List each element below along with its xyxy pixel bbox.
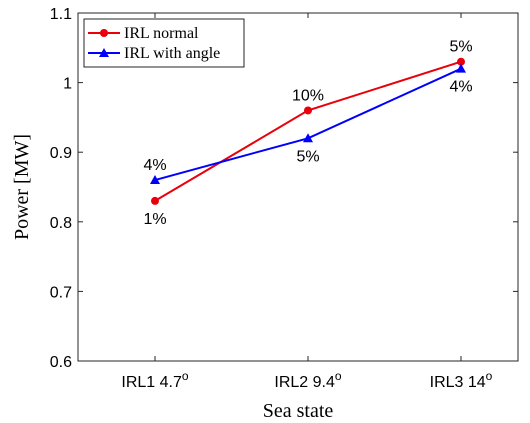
- x-tick-label-text: IRL2 9.4: [274, 374, 335, 391]
- y-tick-label: 0.6: [50, 354, 72, 371]
- legend-box: [83, 18, 245, 68]
- data-labels: 1% 10% 5% 4% 5% 4%: [143, 39, 472, 228]
- legend: IRL normal IRL with angle: [83, 18, 245, 68]
- x-axis-title: Sea state: [263, 400, 334, 422]
- data-label-irl-normal: 5%: [449, 39, 472, 56]
- legend-label-irl-normal: IRL normal: [124, 25, 199, 42]
- x-tick-label: IRL1 4.7o: [121, 369, 188, 391]
- y-tick-label: 0.9: [50, 145, 72, 162]
- x-tick-label-degree: o: [335, 369, 342, 383]
- legend-label-irl-with-angle: IRL with angle: [124, 45, 220, 62]
- legend-marker-irl-normal: [100, 29, 108, 37]
- y-axis: 0.6 0.7 0.8 0.9 1 1.1: [50, 6, 518, 371]
- x-tick-label: IRL2 9.4o: [274, 369, 341, 391]
- x-tick-label-degree: o: [182, 369, 189, 383]
- x-tick-label-degree: o: [486, 369, 493, 383]
- data-point-irl-normal: [457, 57, 465, 66]
- x-tick-label: IRL3 14o: [430, 369, 493, 391]
- x-tick-label-text: IRL3 14: [430, 374, 486, 391]
- y-axis-title: Power [MW]: [11, 134, 33, 240]
- y-tick-label: 0.7: [50, 284, 72, 301]
- data-point-irl-with-angle: [303, 133, 313, 143]
- x-tick-label-text: IRL1 4.7: [121, 374, 182, 391]
- plot-area: [77, 12, 519, 362]
- y-tick-label: 1: [63, 76, 72, 93]
- data-point-irl-normal: [304, 106, 312, 115]
- legend-marker-irl-with-angle: [99, 48, 109, 57]
- data-label-irl-with-angle: 4%: [449, 79, 472, 96]
- data-label-irl-with-angle: 4%: [143, 157, 166, 174]
- data-label-irl-normal: 10%: [292, 87, 324, 104]
- data-point-irl-with-angle: [456, 63, 466, 73]
- data-label-irl-normal: 1%: [143, 211, 166, 228]
- data-point-irl-with-angle: [150, 175, 160, 185]
- data-point-irl-normal: [151, 196, 159, 205]
- y-tick-label: 0.8: [50, 215, 72, 232]
- x-axis: IRL1 4.7o IRL2 9.4o IRL3 14o: [121, 13, 493, 391]
- series-points: [150, 57, 466, 205]
- data-label-irl-with-angle: 5%: [296, 148, 319, 165]
- y-tick-label: 1.1: [50, 6, 72, 23]
